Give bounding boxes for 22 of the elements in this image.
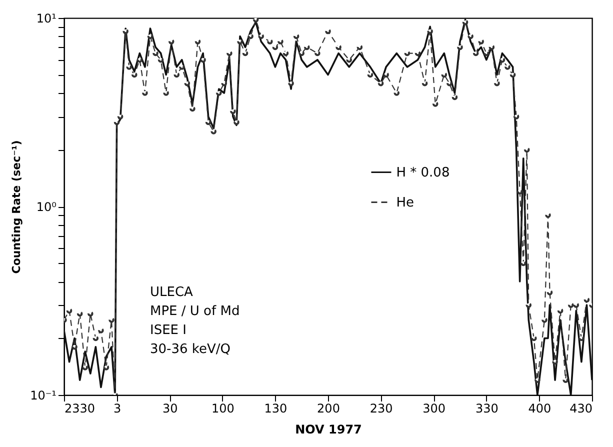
annotation: 30-36 keV/Q [150,342,230,357]
x-tick-label: 200 [317,402,340,416]
x-tick-label: 300 [422,402,446,416]
annotation: MPE / U of Md [150,304,240,319]
y-tick-label: 10⁻¹ [30,388,57,402]
x-tick-label: 3 [113,402,122,416]
x-tick-label: 430 [570,402,592,416]
x-tick-label: 230 [370,402,393,416]
y-tick-label: 10⁰ [36,200,57,214]
y-tick-label: 10¹ [36,12,57,26]
x-axis-title: NOV 1977 [295,422,362,436]
x-tick-label: 100 [211,402,234,416]
annotation: ISEE I [150,323,186,338]
x-tick-label: 30 [162,402,178,416]
x-tick-label: 400 [528,402,552,416]
x-tick-label: 130 [264,402,288,416]
x-tick-label: 2330 [64,402,96,416]
y-axis-title: Counting Rate (sec⁻¹) [10,140,24,274]
legend-label: H * 0.08 [396,165,450,180]
legend-label: He [396,195,414,210]
x-tick-label: 330 [475,402,498,416]
annotation: ULECA [150,285,194,300]
